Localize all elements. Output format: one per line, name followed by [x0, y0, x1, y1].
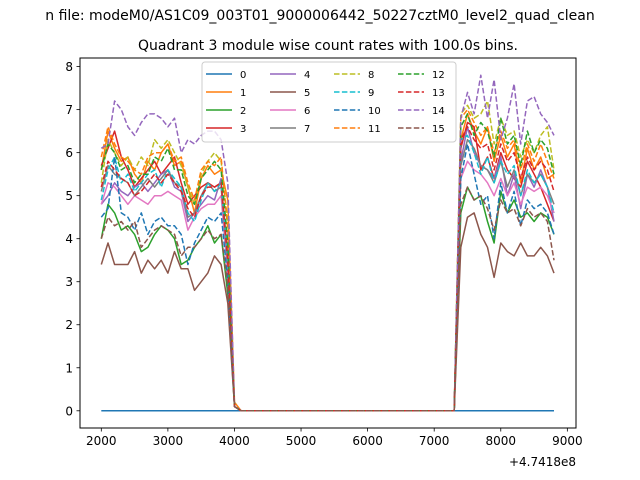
series-line-10	[100, 143, 555, 412]
y-tick-label-1: 1	[65, 361, 73, 375]
y-tick-label-2: 2	[65, 318, 73, 332]
x-tick-label-6000: 6000	[352, 434, 383, 448]
x-tick-label-3000: 3000	[153, 434, 184, 448]
legend-label-10: 10	[368, 106, 381, 117]
series-line-15	[100, 186, 555, 412]
x-tick-label-2000: 2000	[86, 434, 117, 448]
legend-label-6: 6	[304, 106, 310, 117]
legend-label-14: 14	[432, 106, 445, 117]
x-axis-ticks: 2000 3000 4000 5000 6000 7000 8000 9000	[86, 428, 583, 448]
suptitle: n file: modeM0/AS1C09_003T01_9000006442_…	[45, 8, 594, 24]
y-tick-label-6: 6	[65, 146, 73, 160]
series-line-12	[100, 113, 555, 412]
y-tick-label-5: 5	[65, 189, 73, 203]
y-axis-ticks: 0 1 2 3 4 5 6 7 8	[65, 60, 80, 418]
y-tick-label-0: 0	[65, 404, 73, 418]
series-layer	[100, 74, 555, 412]
x-tick-label-9000: 9000	[552, 434, 583, 448]
y-tick-label-4: 4	[65, 232, 73, 246]
y-tick-label-3: 3	[65, 275, 73, 289]
y-tick-label-8: 8	[65, 60, 73, 74]
legend-label-11: 11	[368, 124, 381, 135]
legend-label-2: 2	[240, 106, 246, 117]
legend-frame	[201, 61, 457, 143]
legend-label-8: 8	[368, 70, 374, 81]
legend-label-7: 7	[304, 124, 310, 135]
axes-frame	[79, 57, 577, 429]
legend-label-3: 3	[240, 124, 246, 135]
legend-label-5: 5	[304, 88, 310, 99]
legend-label-9: 9	[368, 88, 374, 99]
plot-area	[79, 57, 577, 429]
x-tick-label-4000: 4000	[219, 434, 250, 448]
legend-label-1: 1	[240, 88, 246, 99]
legend-label-12: 12	[432, 70, 445, 81]
x-offset-text: +4.7418e8	[509, 455, 576, 469]
y-tick-label-7: 7	[65, 103, 73, 117]
chart-title: Quadrant 3 module wise count rates with …	[138, 38, 518, 54]
legend-label-4: 4	[304, 70, 310, 81]
legend-label-0: 0	[240, 70, 246, 81]
x-tick-label-5000: 5000	[286, 434, 317, 448]
x-tick-label-8000: 8000	[485, 434, 516, 448]
x-tick-label-7000: 7000	[419, 434, 450, 448]
legend-label-15: 15	[432, 124, 445, 135]
legend-label-13: 13	[432, 88, 445, 99]
